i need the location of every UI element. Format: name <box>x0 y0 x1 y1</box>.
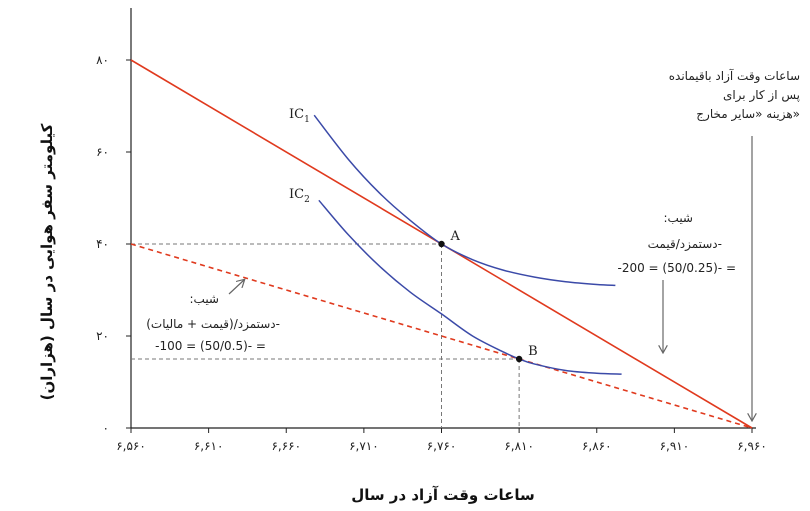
annotation-slope-dashed: :شیب دستمزد/(قیمت + مالیات)- -100 = (50/… <box>146 292 280 353</box>
x-axis-title: ساعات وقت آزاد در سال <box>351 486 535 504</box>
x-tick-label: ۶,۶۶۰ <box>271 439 301 453</box>
y-axis-ticks: ۰ ۲۰ ۴۰ ۶۰ ۸۰ <box>96 53 131 435</box>
ic1-label: IC1 <box>289 107 310 125</box>
y-tick-label: ۴۰ <box>96 237 109 251</box>
x-axis-ticks: ۶,۵۶۰ ۶,۶۱۰ ۶,۶۶۰ ۶,۷۱۰ ۶,۷۶۰ ۶,۸۱۰ ۶,۸۶۰ ۶,۹۱۰… <box>116 428 767 453</box>
annotation-arrow-dashed <box>228 280 244 295</box>
x-tick-label: ۶,۸۱۰ <box>504 439 534 453</box>
svg-text:دستمزد/(قیمت + مالیات)-: دستمزد/(قیمت + مالیات)- <box>146 317 280 332</box>
ic2-label: IC2 <box>289 187 310 205</box>
indifference-curves <box>313 114 622 375</box>
svg-text::شیب: :شیب <box>663 211 693 225</box>
svg-text:دستمزد/قیمت-: دستمزد/قیمت- <box>648 237 722 252</box>
x-tick-label: ۶,۷۶۰ <box>427 439 457 453</box>
y-tick-label: ۲۰ <box>96 329 109 343</box>
x-tick-label: ۶,۶۱۰ <box>194 439 224 453</box>
annotation-remaining-leisure: ساعات وقت آزاد باقیمانده پس از کار برای … <box>669 68 800 122</box>
y-tick-label: ۰ <box>103 421 109 435</box>
point-A <box>438 240 445 248</box>
annotation-slope-solid: :شیب دستمزد/قیمت- -200 = (50/0.25)- = <box>617 211 736 275</box>
y-axis-title: کیلومتر سفر هوایی در سال (هزاران) <box>38 123 56 400</box>
svg-text:پس از کار برای: پس از کار برای <box>723 88 800 103</box>
indifference-curve-1 <box>313 114 616 287</box>
svg-text:-100 = (50/0.5)- =: -100 = (50/0.5)- = <box>155 339 266 353</box>
point-B <box>515 355 523 363</box>
svg-text:ساعات وقت آزاد باقیمانده: ساعات وقت آزاد باقیمانده <box>669 68 800 84</box>
y-tick-label: ۸۰ <box>96 53 109 67</box>
points: AB <box>438 229 538 363</box>
y-tick-label: ۶۰ <box>96 145 109 159</box>
indifference-curve-2 <box>318 199 622 375</box>
svg-text:-200 = (50/0.25)- =: -200 = (50/0.25)- = <box>617 261 736 275</box>
point-label: B <box>528 344 538 359</box>
x-tick-label: ۶,۷۱۰ <box>349 439 379 453</box>
svg-text:هزینه «سایر مخارج»: هزینه «سایر مخارج» <box>696 107 800 122</box>
point-label: A <box>450 229 461 244</box>
x-tick-label: ۶,۵۶۰ <box>116 439 146 453</box>
guide-lines <box>131 243 520 428</box>
svg-text::شیب: :شیب <box>189 292 219 306</box>
x-tick-label: ۶,۹۱۰ <box>660 439 690 453</box>
x-tick-label: ۶,۸۶۰ <box>582 439 612 453</box>
x-tick-label: ۶,۹۶۰ <box>737 439 767 453</box>
